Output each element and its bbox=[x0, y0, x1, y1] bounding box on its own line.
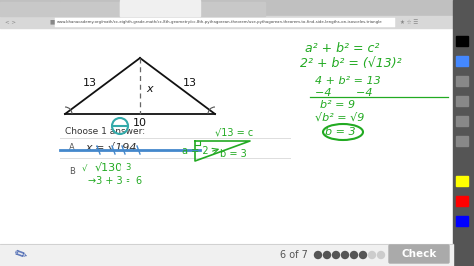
Text: Choose 1 answer:: Choose 1 answer: bbox=[65, 127, 145, 135]
Bar bbox=[456, 136, 468, 146]
Bar bbox=[0, 28, 453, 246]
Bar bbox=[456, 176, 468, 186]
Text: Check: Check bbox=[401, 249, 437, 259]
Bar bbox=[120, 0, 200, 16]
Bar bbox=[55, 18, 395, 27]
Text: a² + b² = c²: a² + b² = c² bbox=[305, 41, 379, 55]
Text: 4 + b² = 13: 4 + b² = 13 bbox=[315, 76, 381, 86]
Text: √b² = √9: √b² = √9 bbox=[315, 113, 365, 123]
Text: 13: 13 bbox=[83, 78, 97, 88]
Circle shape bbox=[130, 173, 146, 189]
Circle shape bbox=[65, 141, 79, 155]
Text: x = √194: x = √194 bbox=[85, 143, 137, 153]
Text: 6 of 7: 6 of 7 bbox=[280, 250, 308, 260]
Circle shape bbox=[323, 251, 330, 259]
Text: a = 2: a = 2 bbox=[182, 146, 209, 156]
Text: www.khanacademy.org/math/cc-eighth-grade-math/cc-8th-geometry/cc-8th-pythagorean: www.khanacademy.org/math/cc-eighth-grade… bbox=[57, 20, 383, 24]
Text: 13: 13 bbox=[183, 78, 197, 88]
Circle shape bbox=[368, 251, 375, 259]
Bar bbox=[456, 56, 468, 66]
Text: 6: 6 bbox=[135, 176, 141, 186]
Text: 10: 10 bbox=[133, 118, 147, 128]
Text: √130: √130 bbox=[95, 163, 123, 173]
FancyBboxPatch shape bbox=[389, 245, 449, 263]
Circle shape bbox=[341, 251, 348, 259]
Bar bbox=[456, 96, 468, 106]
Bar bbox=[0, 16, 474, 28]
Text: 2² + b² = (√13)²: 2² + b² = (√13)² bbox=[300, 56, 401, 69]
Text: −4       −4: −4 −4 bbox=[315, 88, 373, 98]
Text: b² = 9: b² = 9 bbox=[320, 100, 355, 110]
Text: A: A bbox=[69, 143, 75, 152]
Circle shape bbox=[65, 164, 79, 178]
Text: √: √ bbox=[82, 164, 87, 172]
Bar bbox=[0, 2, 60, 16]
Circle shape bbox=[359, 251, 366, 259]
Bar bbox=[456, 36, 468, 46]
Circle shape bbox=[315, 251, 321, 259]
Text: ★ ☆ ☰: ★ ☆ ☰ bbox=[400, 19, 418, 24]
Circle shape bbox=[77, 161, 91, 175]
Text: √13 = c: √13 = c bbox=[215, 127, 253, 137]
Text: ■: ■ bbox=[50, 19, 55, 24]
Circle shape bbox=[121, 161, 135, 175]
Bar bbox=[0, 244, 453, 266]
Circle shape bbox=[377, 251, 384, 259]
Bar bbox=[456, 216, 468, 226]
Text: →3 + 3 =: →3 + 3 = bbox=[88, 176, 134, 186]
Text: 3: 3 bbox=[125, 164, 131, 172]
Text: ✏: ✏ bbox=[12, 246, 29, 264]
Text: B: B bbox=[69, 167, 75, 176]
Bar bbox=[453, 0, 474, 266]
Circle shape bbox=[332, 251, 339, 259]
Bar bbox=[456, 76, 468, 86]
Bar bbox=[120, 2, 200, 16]
Bar bbox=[456, 196, 468, 206]
Text: b = 3: b = 3 bbox=[220, 149, 247, 159]
Text: x: x bbox=[146, 84, 153, 94]
Bar bbox=[0, 0, 474, 18]
Text: < >: < > bbox=[5, 19, 16, 24]
Bar bbox=[60, 2, 120, 16]
Bar bbox=[456, 116, 468, 126]
Text: b = 3: b = 3 bbox=[325, 127, 356, 137]
Bar bbox=[200, 2, 265, 16]
Circle shape bbox=[350, 251, 357, 259]
